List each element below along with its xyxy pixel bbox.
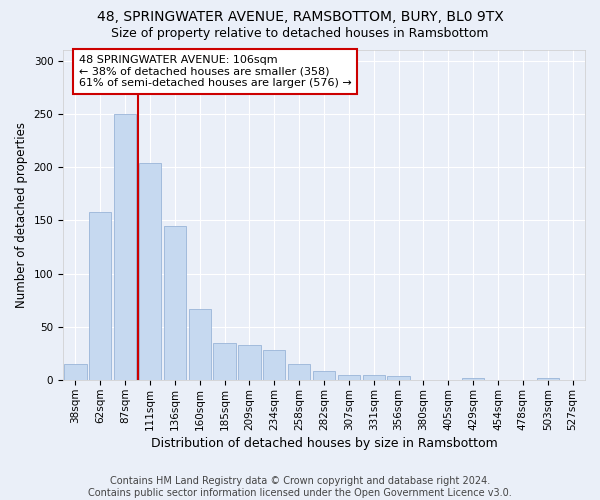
Bar <box>238 345 260 380</box>
Bar <box>263 350 286 380</box>
Text: 48 SPRINGWATER AVENUE: 106sqm
← 38% of detached houses are smaller (358)
61% of : 48 SPRINGWATER AVENUE: 106sqm ← 38% of d… <box>79 55 352 88</box>
Text: Contains HM Land Registry data © Crown copyright and database right 2024.
Contai: Contains HM Land Registry data © Crown c… <box>88 476 512 498</box>
Bar <box>338 375 360 380</box>
Text: Size of property relative to detached houses in Ramsbottom: Size of property relative to detached ho… <box>111 28 489 40</box>
Bar <box>139 163 161 380</box>
Bar <box>114 114 136 380</box>
Bar <box>462 378 484 380</box>
Bar <box>536 378 559 380</box>
Y-axis label: Number of detached properties: Number of detached properties <box>15 122 28 308</box>
Bar <box>164 226 186 380</box>
Bar <box>388 376 410 380</box>
Bar <box>362 375 385 380</box>
Bar <box>64 364 86 380</box>
Bar <box>214 343 236 380</box>
Bar <box>313 370 335 380</box>
Bar <box>89 212 112 380</box>
Bar <box>188 309 211 380</box>
Bar <box>288 364 310 380</box>
X-axis label: Distribution of detached houses by size in Ramsbottom: Distribution of detached houses by size … <box>151 437 497 450</box>
Text: 48, SPRINGWATER AVENUE, RAMSBOTTOM, BURY, BL0 9TX: 48, SPRINGWATER AVENUE, RAMSBOTTOM, BURY… <box>97 10 503 24</box>
